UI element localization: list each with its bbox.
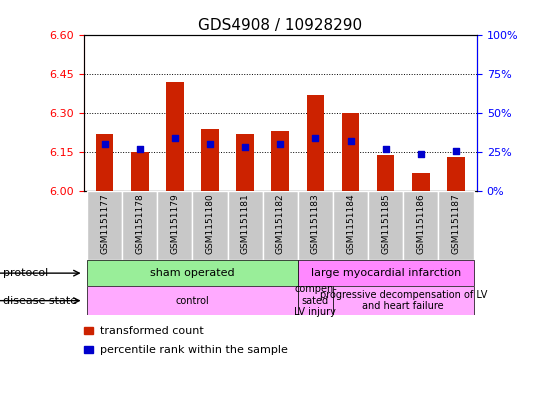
Bar (122, 191, 157, 260)
Text: GSM1151181: GSM1151181 (240, 193, 250, 254)
Bar (438, 191, 473, 260)
Text: transformed count: transformed count (100, 326, 203, 336)
Point (135, 146, 144, 152)
Bar (272, 131, 289, 191)
Bar (227, 191, 262, 260)
Bar (377, 155, 395, 191)
Point (276, 141, 285, 147)
Bar (157, 191, 192, 260)
Text: compen-
sated
LV injury: compen- sated LV injury (294, 284, 337, 317)
Text: GSM1151179: GSM1151179 (170, 193, 179, 254)
Bar (192, 191, 227, 260)
Text: GSM1151187: GSM1151187 (452, 193, 460, 254)
Bar (342, 113, 360, 191)
Bar (333, 191, 368, 260)
Point (311, 135, 320, 141)
Bar (237, 134, 254, 191)
Bar (96, 134, 113, 191)
Text: protocol: protocol (3, 268, 48, 278)
Point (241, 144, 250, 151)
Bar (298, 260, 473, 286)
Point (206, 141, 215, 147)
Text: sham operated: sham operated (150, 268, 235, 278)
Text: GSM1151177: GSM1151177 (100, 193, 109, 254)
Bar (447, 157, 465, 191)
Title: GDS4908 / 10928290: GDS4908 / 10928290 (198, 18, 362, 33)
Text: GSM1151182: GSM1151182 (276, 193, 285, 254)
Bar (262, 191, 298, 260)
Text: progressive decompensation of LV
and heart failure: progressive decompensation of LV and hea… (320, 290, 487, 311)
Point (100, 141, 109, 147)
Text: control: control (176, 296, 209, 306)
Bar (87, 191, 122, 260)
Bar (307, 95, 324, 191)
Text: disease state: disease state (3, 296, 77, 306)
Bar (298, 191, 333, 260)
Text: GSM1151186: GSM1151186 (416, 193, 425, 254)
Point (170, 135, 179, 141)
Point (346, 138, 355, 144)
Bar (368, 191, 403, 260)
Text: GSM1151185: GSM1151185 (381, 193, 390, 254)
Point (417, 151, 425, 157)
Bar (131, 152, 149, 191)
Point (452, 147, 460, 154)
Bar (87, 260, 298, 286)
Text: percentile rank within the sample: percentile rank within the sample (100, 345, 288, 355)
Bar (403, 191, 438, 260)
Bar (333, 286, 473, 315)
Bar (87, 286, 298, 315)
Text: GSM1151184: GSM1151184 (346, 193, 355, 254)
Text: GSM1151178: GSM1151178 (135, 193, 144, 254)
Text: large myocardial infarction: large myocardial infarction (310, 268, 461, 278)
Bar (201, 129, 219, 191)
Text: GSM1151183: GSM1151183 (311, 193, 320, 254)
Bar (166, 82, 184, 191)
Bar (412, 173, 430, 191)
Bar (298, 286, 333, 315)
Point (382, 146, 390, 152)
Text: GSM1151180: GSM1151180 (205, 193, 215, 254)
